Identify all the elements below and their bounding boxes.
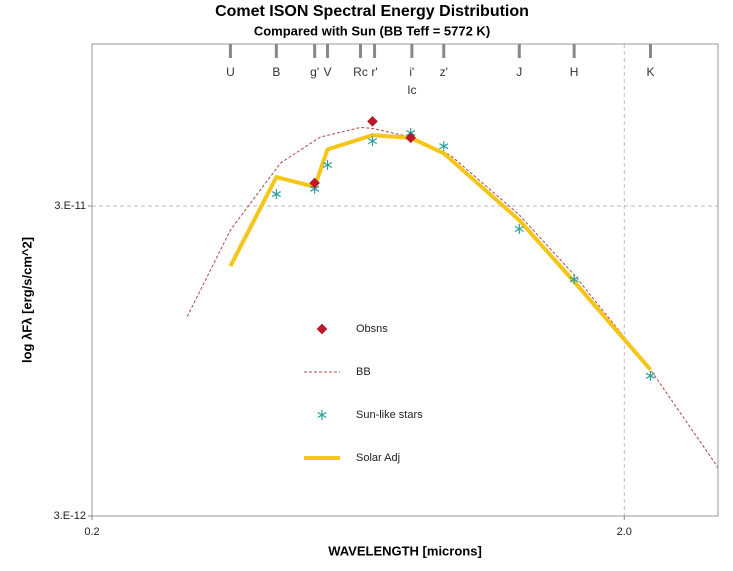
- x-axis-label: WAVELENGTH [microns]: [328, 543, 482, 558]
- series-line: [228, 133, 652, 371]
- asterisk-stroke: [439, 143, 449, 150]
- x-tick-label: 0.2: [84, 526, 99, 538]
- band-label: H: [570, 65, 579, 79]
- band-label: i': [409, 65, 414, 79]
- asterisk-stroke: [322, 161, 333, 169]
- diamond-marker: [309, 177, 321, 189]
- asterisk-marker: [514, 223, 524, 234]
- band-label: K: [646, 65, 654, 79]
- series-line: [186, 126, 719, 468]
- diamond-marker: [405, 132, 417, 144]
- y-tick-label: 3.E-12: [54, 510, 86, 522]
- asterisk-marker: [645, 370, 656, 381]
- chart-subtitle: Compared with Sun (BB Teff = 5772 K): [254, 23, 490, 38]
- asterisk-stroke: [569, 276, 579, 283]
- legend-label: Sun-like stars: [356, 409, 423, 421]
- asterisk-marker: [569, 274, 579, 285]
- asterisk-stroke: [310, 185, 320, 192]
- band-label: z': [440, 65, 448, 79]
- asterisk-stroke: [514, 225, 524, 233]
- diamond-marker: [367, 115, 378, 127]
- asterisk-marker: [271, 189, 281, 200]
- asterisk-stroke: [317, 411, 327, 419]
- asterisk-marker: [322, 160, 333, 171]
- asterisk-marker: [439, 141, 449, 152]
- legend-label: Obsns: [356, 323, 388, 335]
- y-axis-label: log λFλ [erg/s/cm^2]: [19, 237, 34, 363]
- band-label: r': [371, 65, 377, 79]
- y-tick-label: 3.E-11: [54, 200, 86, 212]
- band-label: U: [226, 65, 235, 79]
- plot-frame: [91, 43, 719, 517]
- band-label: J: [516, 65, 522, 79]
- asterisk-stroke: [271, 191, 281, 198]
- legend-label: Solar Adj: [356, 452, 400, 464]
- asterisk-stroke: [645, 372, 656, 379]
- band-label: B: [272, 65, 280, 79]
- asterisk-marker: [317, 410, 327, 420]
- band-label: g': [310, 65, 319, 79]
- legend-label: BB: [356, 366, 371, 378]
- asterisk-stroke: [367, 138, 378, 145]
- band-label: Rc: [353, 65, 368, 79]
- band-label: Ic: [407, 83, 416, 97]
- chart-title: Comet ISON Spectral Energy Distribution: [215, 3, 529, 20]
- diamond-marker: [316, 323, 328, 335]
- x-tick-label: 2.0: [617, 526, 632, 538]
- band-label: V: [324, 65, 332, 79]
- asterisk-marker: [367, 136, 378, 147]
